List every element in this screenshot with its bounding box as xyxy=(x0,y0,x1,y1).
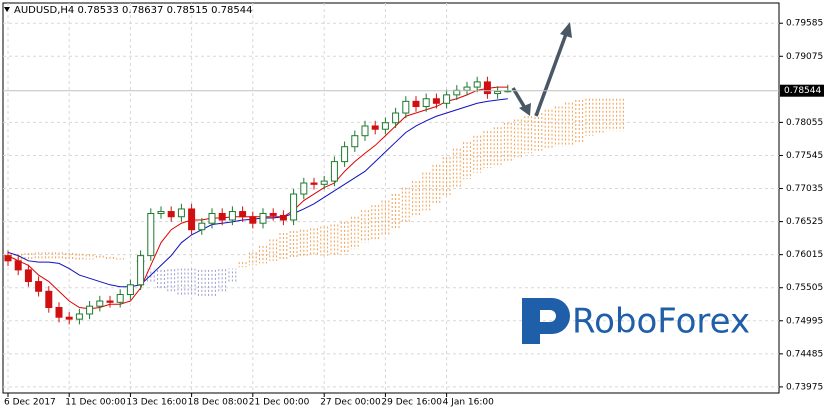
logo: RoboForex xyxy=(522,298,750,344)
header-open: 0.78533 xyxy=(77,5,118,16)
candle-body xyxy=(55,306,63,318)
candle-body xyxy=(310,182,318,185)
candle-body xyxy=(157,211,165,214)
candle-body xyxy=(126,284,134,296)
y-tick-label: 0.75505 xyxy=(786,283,823,293)
candle-body xyxy=(422,98,430,108)
chart-header: AUDUSD,H4 0.78533 0.78637 0.78515 0.7854… xyxy=(14,5,252,16)
candle-body xyxy=(218,212,226,221)
candle-body xyxy=(483,81,491,95)
x-tick-label: 11 Dec 00:00 xyxy=(65,398,126,408)
logo-icon xyxy=(522,298,570,344)
candle-body xyxy=(330,161,338,182)
candle-body xyxy=(341,146,349,163)
candle-body xyxy=(167,211,175,218)
last-price-label: 0.78544 xyxy=(784,86,821,96)
y-tick-label: 0.77545 xyxy=(786,151,823,161)
indicator-line xyxy=(7,98,508,288)
candle-body xyxy=(279,214,287,221)
logo-text: RoboForex xyxy=(572,302,750,342)
candle-body xyxy=(443,94,451,104)
candle-body xyxy=(361,125,369,137)
candle-body xyxy=(473,81,481,88)
candle-body xyxy=(228,211,236,221)
candle-body xyxy=(4,255,12,262)
last-price-box xyxy=(780,84,824,97)
candle-body xyxy=(371,125,379,130)
y-tick-label: 0.77035 xyxy=(786,184,823,194)
arrow-head xyxy=(519,103,531,116)
x-tick-label: 27 Dec 00:00 xyxy=(320,398,381,408)
candle-body xyxy=(35,281,43,292)
candle-body xyxy=(86,305,94,315)
candle-body xyxy=(259,212,267,224)
candle-body xyxy=(412,100,420,108)
menu-triangle xyxy=(4,7,10,12)
candle-body xyxy=(392,112,400,124)
x-tick-label: 4 Jan 16:00 xyxy=(443,398,495,408)
candle-body xyxy=(24,269,32,283)
candle-body xyxy=(14,260,22,271)
candle-body xyxy=(96,300,104,307)
candle-body xyxy=(239,211,247,218)
candle-body xyxy=(290,193,298,221)
symbol: AUDUSD,H4 xyxy=(14,5,74,16)
x-tick-label: 18 Dec 08:00 xyxy=(188,398,249,408)
candle-body xyxy=(351,135,359,148)
header-low: 0.78515 xyxy=(167,5,208,16)
y-tick-label: 0.73975 xyxy=(786,382,823,392)
candle-body xyxy=(177,208,185,218)
candle-body xyxy=(137,255,145,286)
x-tick-label: 13 Dec 16:00 xyxy=(126,398,187,408)
plot-frame xyxy=(2,2,780,394)
candle-body xyxy=(381,122,389,130)
y-tick-label: 0.76525 xyxy=(786,217,823,227)
candle-body xyxy=(188,208,196,231)
candle-body xyxy=(116,294,124,303)
y-tick-label: 0.74485 xyxy=(786,349,823,359)
candle-body xyxy=(494,90,502,95)
candle-body xyxy=(249,216,257,224)
candle-body xyxy=(198,222,206,231)
candle-body xyxy=(320,180,328,185)
candle-body xyxy=(463,86,471,91)
x-tick-label: 21 Dec 00:00 xyxy=(249,398,310,408)
candle-body xyxy=(75,313,83,320)
y-tick-label: 0.74995 xyxy=(786,316,823,326)
arrows xyxy=(511,22,572,117)
candle-body xyxy=(208,212,216,224)
candle-body xyxy=(402,100,410,114)
arrow-head xyxy=(560,22,572,38)
candle-body xyxy=(269,212,277,216)
candle-body xyxy=(147,212,155,257)
x-tick-label: 6 Dec 2017 xyxy=(4,398,56,408)
header-high: 0.78637 xyxy=(122,5,163,16)
candle-body xyxy=(45,290,53,308)
y-tick-label: 0.78055 xyxy=(786,118,823,128)
candle-body xyxy=(432,98,440,104)
arrow-up xyxy=(534,33,568,117)
candle-body xyxy=(300,182,308,195)
candle-body xyxy=(106,300,114,303)
y-tick-label: 0.76015 xyxy=(786,250,823,260)
candle-body xyxy=(65,316,73,320)
header-close: 0.78544 xyxy=(211,5,252,16)
y-tick-label: 0.79075 xyxy=(786,52,823,62)
arrow-down xyxy=(511,87,527,109)
y-tick-label: 0.79585 xyxy=(786,19,823,29)
x-tick-label: 29 Dec 16:00 xyxy=(381,398,442,408)
